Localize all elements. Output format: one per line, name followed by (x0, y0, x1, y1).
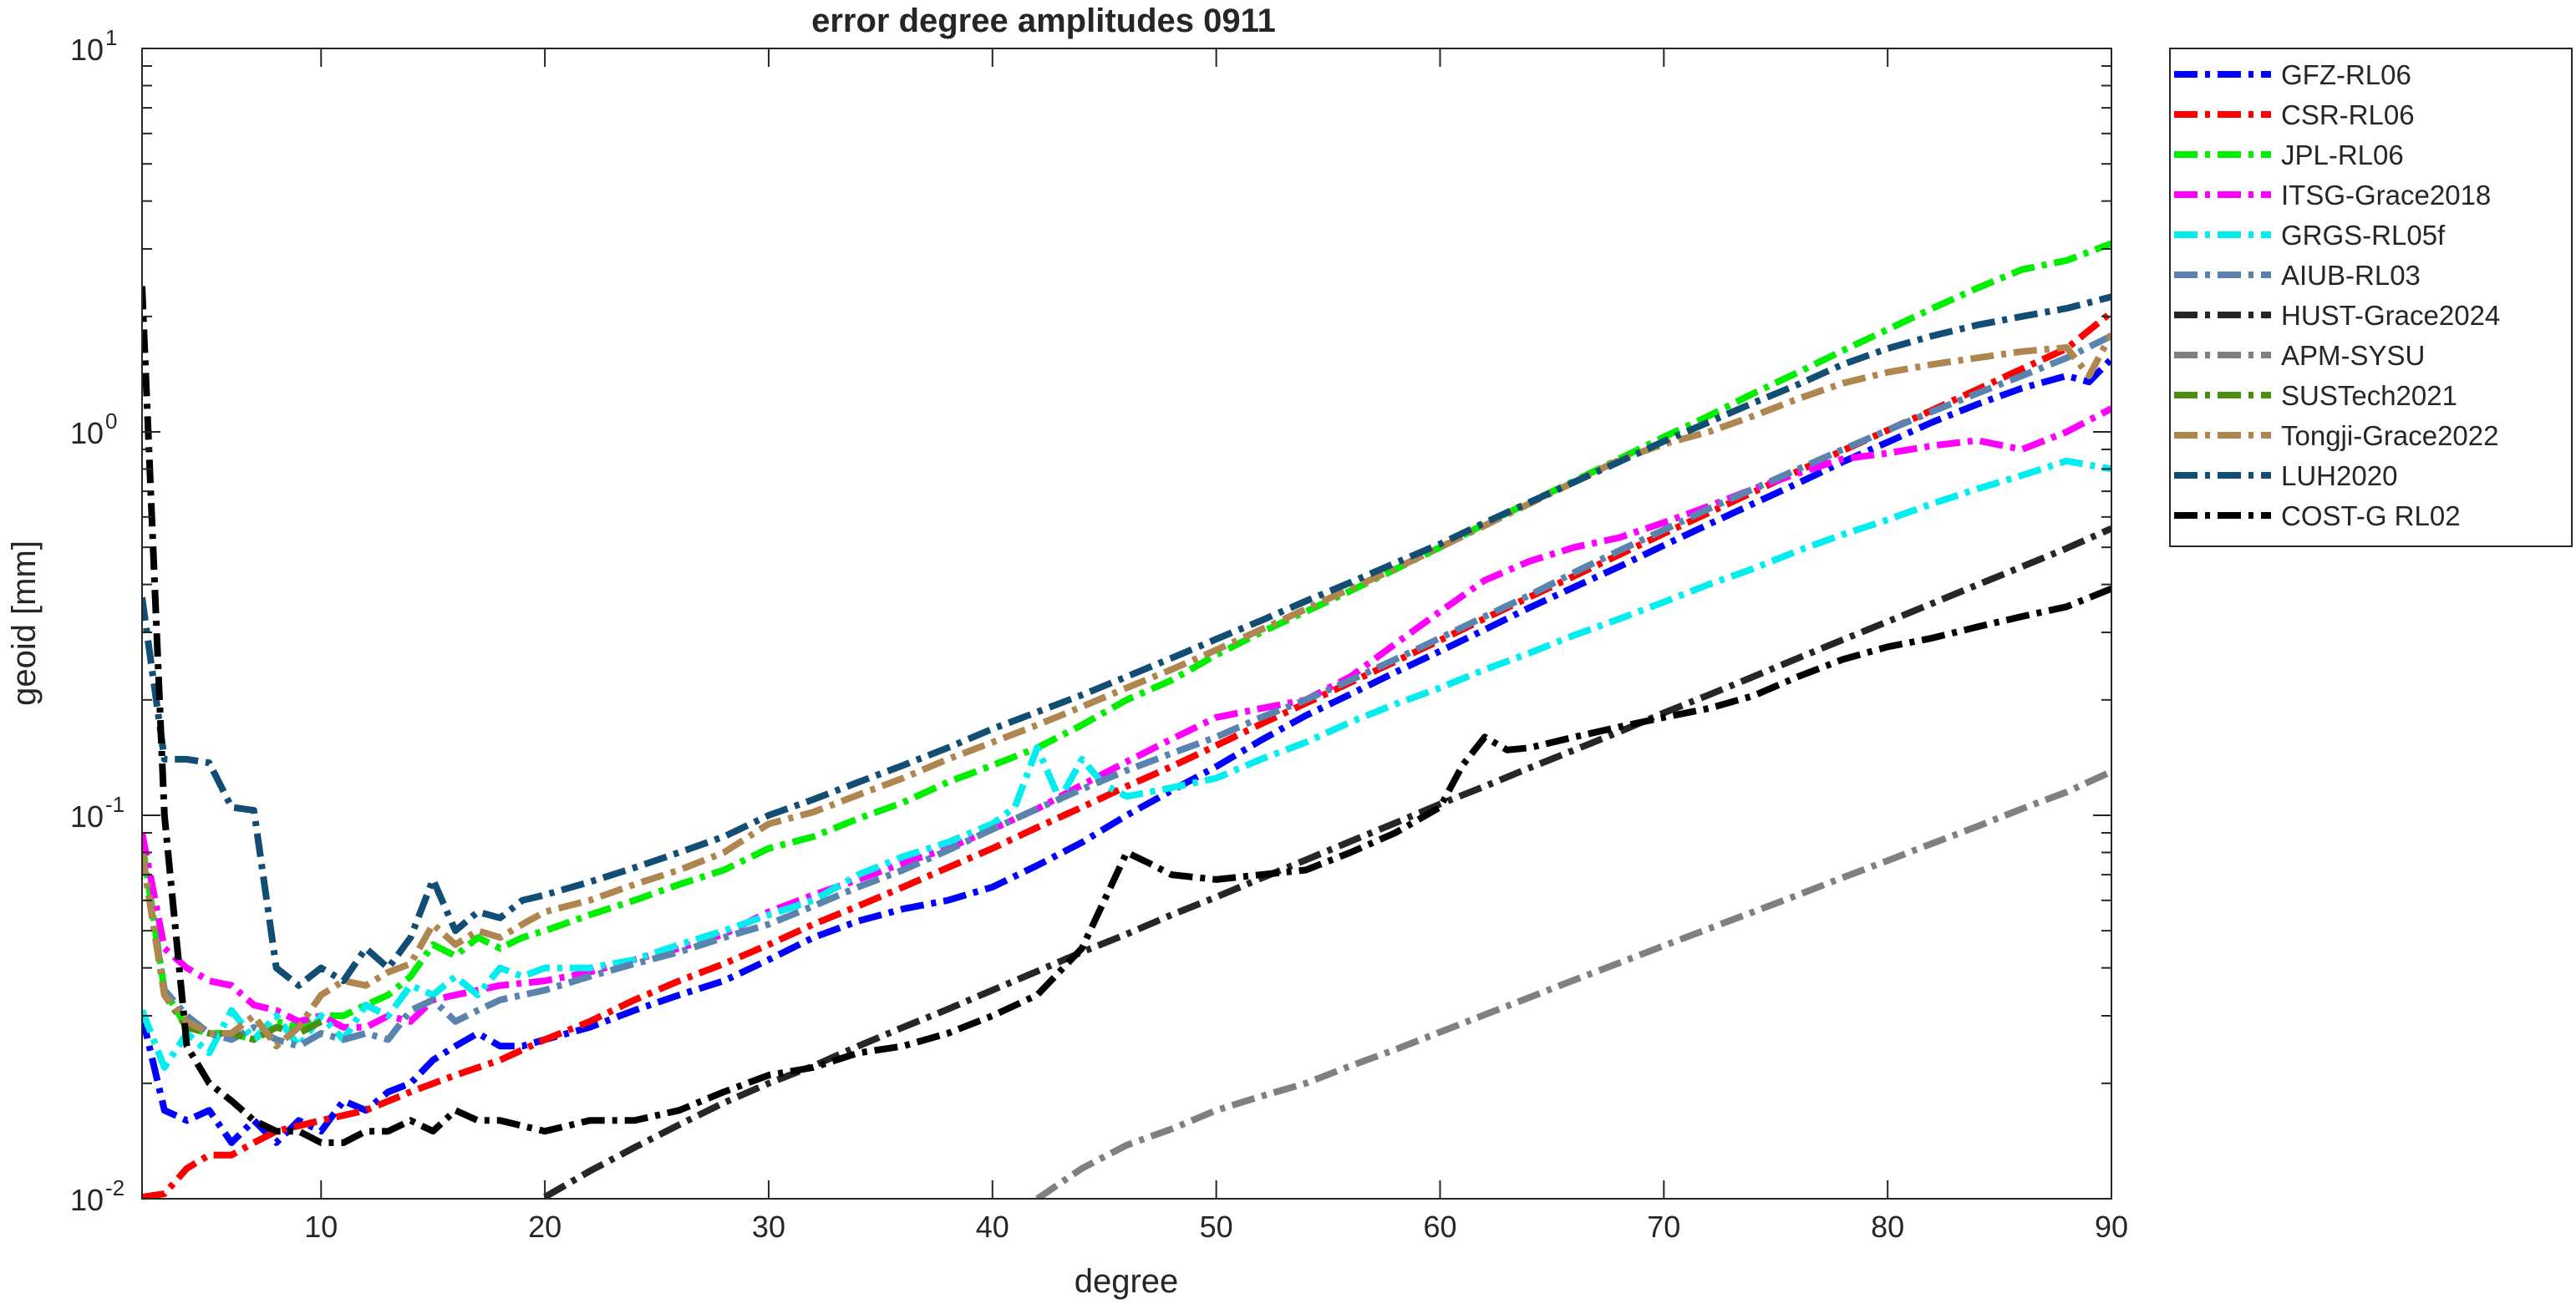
legend-item: GFZ-RL06 (2174, 59, 2411, 90)
x-tick-label: 80 (1871, 1210, 1904, 1244)
series-line-tongji-grace2022 (142, 332, 2111, 1050)
legend-label: ITSG-Grace2018 (2281, 180, 2491, 211)
legend-label: GFZ-RL06 (2281, 59, 2411, 90)
series-line-hust-grace2024 (543, 525, 2111, 1199)
y-tick-label: 10 (70, 416, 104, 450)
legend-item: CSR-RL06 (2174, 99, 2415, 130)
y-tick-exponent: -1 (105, 792, 124, 817)
legend-label: LUH2020 (2281, 460, 2397, 491)
x-tick-label: 30 (752, 1210, 785, 1244)
x-tick-label: 70 (1647, 1210, 1680, 1244)
chart-title: error degree amplitudes 0911 (811, 3, 1276, 39)
series-line-grgs-rl05f (142, 457, 2111, 1071)
legend-label: HUST-Grace2024 (2281, 300, 2500, 331)
legend-item: SUSTech2021 (2174, 380, 2457, 411)
y-tick-label: 10 (70, 1183, 104, 1217)
series-line-luh2020 (142, 293, 2111, 989)
x-tick-label: 90 (2095, 1210, 2128, 1244)
legend-item: HUST-Grace2024 (2174, 300, 2500, 331)
legend-label: COST-G RL02 (2281, 500, 2461, 531)
legend-label: SUSTech2021 (2281, 380, 2457, 411)
x-tick-label: 20 (528, 1210, 561, 1244)
legend-label: AIUB-RL03 (2281, 260, 2421, 291)
legend-item: LUH2020 (2174, 460, 2397, 491)
legend-item: JPL-RL06 (2174, 140, 2404, 170)
series-line-cost-g-rl02 (142, 286, 2111, 1146)
y-tick-exponent: -2 (105, 1175, 124, 1200)
series-line-aiub-rl03 (142, 332, 2111, 1050)
legend-label: JPL-RL06 (2281, 140, 2404, 170)
x-tick-label: 60 (1423, 1210, 1456, 1244)
legend-box (2169, 48, 2573, 547)
legend-item: ITSG-Grace2018 (2174, 180, 2491, 211)
series-layer (142, 240, 2111, 1199)
series-line-gfz-rl06 (142, 356, 2111, 1146)
series-line-jpl-rl06 (142, 240, 2111, 1043)
legend-item: COST-G RL02 (2174, 500, 2461, 531)
legend-items: GFZ-RL06 CSR-RL06 JPL-RL06 ITSG-Grace2018 GR… (2174, 59, 2500, 531)
axes-box (141, 48, 2112, 1200)
legend-item: GRGS-RL05f (2174, 220, 2446, 251)
legend-label: GRGS-RL05f (2281, 220, 2446, 251)
y-tick-label: 10 (70, 799, 104, 834)
y-axis-label: geoid [mm] (6, 540, 43, 706)
x-tick-label: 10 (304, 1210, 338, 1244)
y-tick-label: 10 (70, 33, 104, 67)
series-line-apm-sysu (1035, 769, 2111, 1199)
legend-item: Tongji-Grace2022 (2174, 420, 2499, 451)
legend-label: CSR-RL06 (2281, 99, 2415, 130)
legend-item: APM-SYSU (2174, 340, 2425, 371)
x-axis-label: degree (1075, 1263, 1179, 1300)
legend-label: APM-SYSU (2281, 340, 2425, 371)
x-tick-label: 50 (1200, 1210, 1233, 1244)
y-tick-exponent: 1 (105, 25, 117, 50)
x-axis-ticks: 10 20 30 40 50 60 70 80 90 (304, 48, 2128, 1244)
legend: GFZ-RL06 CSR-RL06 JPL-RL06 ITSG-Grace2018 GR… (2169, 48, 2573, 547)
series-line-csr-rl06 (142, 309, 2111, 1199)
y-tick-exponent: 0 (105, 408, 117, 434)
legend-item: AIUB-RL03 (2174, 260, 2421, 291)
x-tick-label: 40 (976, 1210, 1009, 1244)
legend-label: Tongji-Grace2022 (2281, 420, 2499, 451)
